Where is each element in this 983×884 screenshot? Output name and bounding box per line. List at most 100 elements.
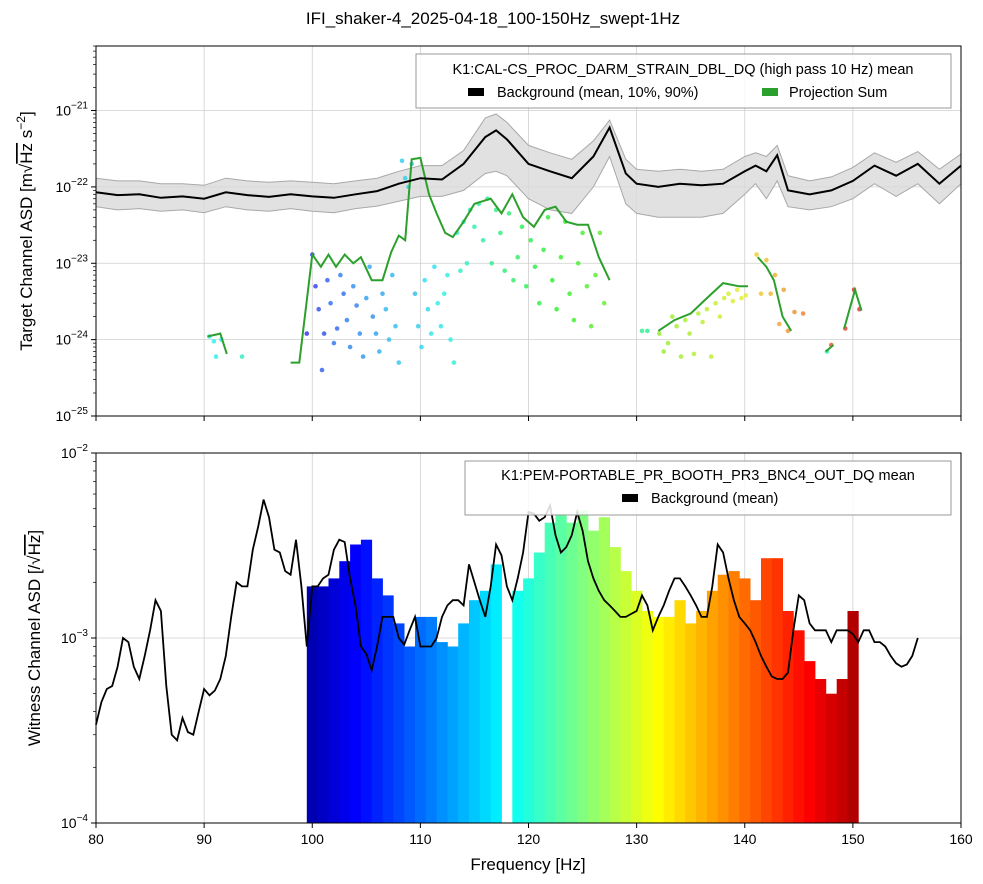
target-scatter-point bbox=[772, 272, 778, 278]
target-scatter-point bbox=[545, 215, 551, 220]
target-legend-background-swatch bbox=[468, 88, 484, 96]
target-scatter-point bbox=[580, 230, 585, 236]
witness-y-label-sqrt: √ bbox=[25, 555, 44, 565]
target-y-tick-label: 10−25 bbox=[55, 406, 88, 424]
witness-bar bbox=[544, 522, 556, 823]
target-scatter-point bbox=[554, 306, 559, 312]
witness-y-label-close: ] bbox=[25, 530, 44, 535]
target-scatter-point bbox=[319, 367, 325, 373]
witness-bar bbox=[685, 623, 697, 823]
target-y-label-main: Target Channel ASD [m bbox=[17, 173, 36, 351]
witness-bar bbox=[371, 578, 383, 823]
target-scatter-point bbox=[708, 354, 714, 359]
target-scatter-point bbox=[458, 268, 463, 274]
target-scatter-point bbox=[768, 291, 773, 297]
target-scatter-point bbox=[781, 287, 786, 293]
target-scatter-point bbox=[373, 331, 379, 336]
target-scatter-point bbox=[665, 340, 671, 346]
witness-bar bbox=[728, 571, 740, 823]
target-projection-segment bbox=[825, 344, 835, 353]
target-scatter-point bbox=[704, 306, 710, 312]
target-projection-segment bbox=[207, 332, 228, 355]
target-scatter-point bbox=[304, 331, 310, 336]
target-scatter-point bbox=[691, 351, 697, 357]
target-scatter-point bbox=[550, 277, 555, 283]
target-scatter-point bbox=[726, 291, 731, 297]
witness-background-mean bbox=[95, 499, 919, 743]
witness-bar bbox=[339, 561, 351, 823]
target-scatter-point bbox=[325, 277, 330, 283]
witness-legend-title: K1:PEM-PORTABLE_PR_BOOTH_PR3_BNC4_OUT_DQ… bbox=[501, 468, 915, 484]
witness-bar bbox=[761, 558, 773, 823]
target-scatter-point bbox=[506, 211, 512, 216]
target-scatter-point bbox=[239, 354, 245, 359]
target-y-label-unit: Hz bbox=[17, 143, 36, 164]
target-scatter-point bbox=[347, 344, 353, 350]
target-scatter-point bbox=[419, 344, 424, 350]
target-y-tick-label: 10−24 bbox=[55, 330, 88, 348]
witness-bar bbox=[825, 693, 837, 823]
witness-bar bbox=[404, 646, 416, 823]
target-scatter-point bbox=[593, 272, 598, 278]
target-scatter-point bbox=[432, 264, 437, 270]
witness-bar bbox=[836, 679, 848, 823]
witness-y-ticks: 10−4 10−3 10−2 bbox=[61, 443, 96, 831]
target-scatter-point bbox=[575, 261, 581, 266]
target-y-label-exp: −2 bbox=[14, 116, 28, 130]
target-scatter-point bbox=[502, 268, 508, 274]
target-y-label: Target Channel ASD [m√Hz s−2] bbox=[14, 111, 36, 350]
witness-bar bbox=[815, 679, 827, 823]
witness-bar bbox=[804, 661, 816, 823]
witness-y-label-main: Witness Channel ASD [/ bbox=[25, 564, 44, 746]
target-scatter-point bbox=[519, 224, 525, 230]
witness-bar bbox=[479, 590, 491, 823]
witness-x-ticks: 80 90 100 110 120 130 140 150 160 bbox=[88, 823, 973, 847]
witness-y-tick-label: 10−3 bbox=[61, 628, 88, 646]
target-legend-projection-label: Projection Sum bbox=[789, 85, 887, 101]
witness-bar bbox=[793, 630, 805, 823]
target-scatter-point bbox=[537, 300, 542, 306]
witness-legend-background-label: Background (mean) bbox=[651, 491, 778, 507]
target-scatter-point bbox=[739, 295, 744, 301]
target-scatter-point bbox=[567, 291, 572, 297]
target-y-label-close: ] bbox=[17, 111, 36, 116]
witness-bar bbox=[706, 590, 719, 823]
target-scatter-point bbox=[380, 291, 385, 297]
target-scatter-point bbox=[472, 224, 477, 230]
target-legend-box bbox=[415, 53, 952, 109]
target-scatter-point bbox=[344, 317, 350, 323]
target-scatter-point bbox=[425, 306, 431, 312]
target-scatter-point bbox=[717, 314, 723, 319]
target-projection-sum bbox=[207, 156, 863, 364]
target-scatter-point bbox=[754, 252, 759, 257]
target-scatter-point bbox=[524, 284, 529, 289]
target-scatter-point bbox=[730, 298, 736, 304]
target-scatter-point bbox=[758, 291, 764, 297]
target-scatter-point bbox=[393, 323, 398, 329]
target-background-mean-line bbox=[95, 125, 962, 200]
witness-bar bbox=[674, 600, 686, 823]
target-background-mean bbox=[95, 125, 962, 200]
target-scatter-point bbox=[645, 328, 650, 334]
witness-bar bbox=[447, 646, 459, 823]
target-scatter-point bbox=[674, 323, 679, 329]
witness-legend: K1:PEM-PORTABLE_PR_BOOTH_PR3_BNC4_OUT_DQ… bbox=[464, 460, 952, 516]
witness-bar bbox=[631, 590, 643, 823]
target-scatter-point bbox=[399, 158, 405, 164]
target-scatter-point bbox=[377, 349, 382, 354]
target-projection-segment bbox=[290, 156, 611, 364]
witness-x-tick-label: 90 bbox=[196, 831, 212, 847]
target-scatter-point bbox=[743, 293, 749, 298]
witness-bar bbox=[415, 616, 427, 823]
witness-bar bbox=[652, 616, 664, 823]
target-scatter-point bbox=[402, 175, 408, 181]
witness-bar bbox=[555, 513, 567, 823]
witness-x-tick-label: 130 bbox=[625, 831, 649, 847]
target-scatter-point bbox=[683, 317, 688, 323]
witness-bar bbox=[771, 558, 783, 823]
target-scatter-point bbox=[528, 238, 533, 243]
witness-bar bbox=[393, 623, 405, 823]
witness-bars bbox=[306, 510, 859, 823]
witness-bar bbox=[458, 623, 470, 823]
